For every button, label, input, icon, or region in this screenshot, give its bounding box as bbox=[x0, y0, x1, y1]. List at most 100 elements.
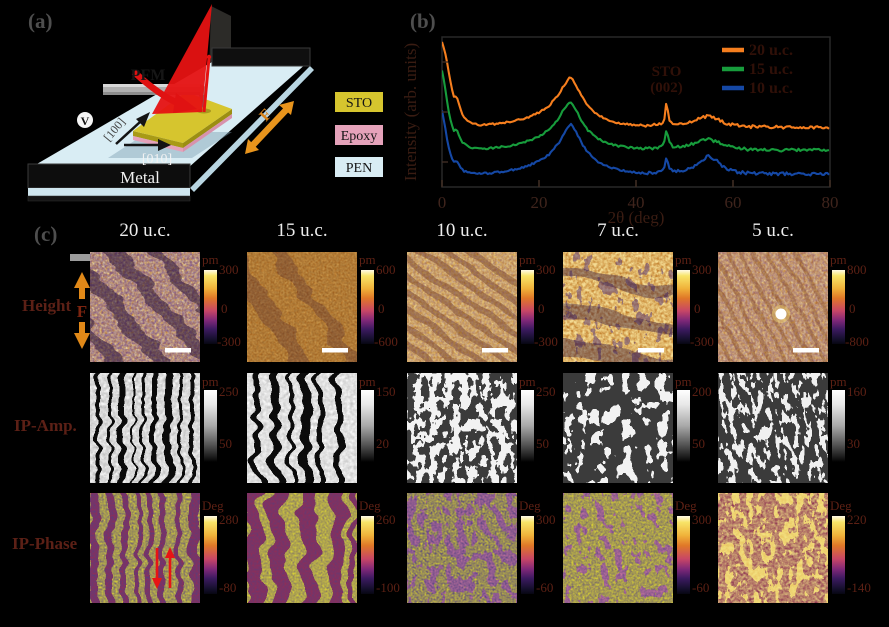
colorbar-max: 250 bbox=[219, 384, 239, 399]
ip-amp-map-20u.c. bbox=[90, 373, 200, 483]
sto-film bbox=[133, 92, 232, 143]
scale-bar bbox=[322, 348, 348, 353]
panel-c-label: (c) bbox=[34, 222, 58, 246]
chart-legend: 20 u.c. 15 u.c. 10 u.c. bbox=[722, 42, 793, 97]
colorbar-unit: Deg bbox=[519, 498, 541, 513]
colorbar-min: -100 bbox=[376, 580, 400, 595]
colorbar-min: 50 bbox=[219, 436, 232, 451]
plot-frame bbox=[441, 36, 831, 188]
epoxy-layer-right bbox=[183, 114, 232, 152]
colorbar-max: 150 bbox=[376, 384, 396, 399]
colorbar-unit: Deg bbox=[359, 498, 381, 513]
ip-amp-map-10u.c. bbox=[407, 373, 517, 483]
laser-dot bbox=[206, 54, 212, 60]
svg-text:0: 0 bbox=[438, 193, 447, 212]
svg-text:15 u.c.: 15 u.c. bbox=[749, 61, 793, 78]
strain-direction-arrows: F bbox=[74, 272, 90, 349]
axis-100-arrowhead bbox=[136, 112, 150, 127]
colorbar-max: 260 bbox=[376, 512, 396, 527]
colorbar-unit: Deg bbox=[830, 498, 852, 513]
column-header-20uc: 20 u.c. bbox=[119, 220, 171, 241]
colorbar-min: -80 bbox=[219, 580, 237, 595]
colorbar-max: 300 bbox=[219, 262, 239, 277]
scale-bar bbox=[165, 348, 191, 353]
ip-phase-map-15u.c. bbox=[247, 493, 357, 603]
row-label-ip-phase: IP-Phase bbox=[12, 534, 78, 553]
colorbar-unit: pm bbox=[359, 374, 376, 389]
colorbar-unit: pm bbox=[675, 252, 692, 267]
colorbar-unit: pm bbox=[202, 374, 219, 389]
voltage-source-icon bbox=[77, 112, 93, 128]
legend-label-epoxy: Epoxy bbox=[341, 129, 378, 144]
colorbar-min: -600 bbox=[374, 334, 398, 349]
colorbar-min: -140 bbox=[847, 580, 871, 595]
laser-reflected-beam bbox=[202, 57, 211, 113]
colorbar-min: 50 bbox=[692, 436, 705, 451]
colorbar-mid: 0 bbox=[538, 301, 545, 316]
colorbar-mid: 0 bbox=[849, 301, 856, 316]
colorbar-unit: pm bbox=[359, 252, 376, 267]
height-map-15u.c. bbox=[247, 252, 357, 362]
colorbar-mid: 0 bbox=[694, 301, 701, 316]
colorbar-max: 300 bbox=[536, 262, 556, 277]
colorbar-unit: pm bbox=[675, 374, 692, 389]
colorbar-max: 300 bbox=[536, 512, 556, 527]
legend-swatch-pen bbox=[335, 157, 383, 177]
scale-marker-bar bbox=[70, 254, 106, 261]
colorbar-max: 160 bbox=[847, 384, 867, 399]
column-header-7uc: 7 u.c. bbox=[597, 220, 639, 241]
sto-edge-right bbox=[183, 109, 232, 148]
colorbar-max: 250 bbox=[536, 384, 556, 399]
colorbar-min: -300 bbox=[217, 334, 241, 349]
colorbar-ip-phase bbox=[521, 516, 534, 594]
colorbar-ip-amp bbox=[521, 390, 534, 462]
colorbar-max: 200 bbox=[692, 384, 712, 399]
axis-010-arrowhead bbox=[158, 139, 171, 151]
legend-label-sto: STO bbox=[346, 96, 372, 111]
svg-text:60: 60 bbox=[725, 193, 742, 212]
colorbar-unit: Deg bbox=[202, 498, 224, 513]
colorbar-unit: pm bbox=[519, 252, 536, 267]
ip-amp-map-7u.c. bbox=[563, 373, 673, 483]
row-label-ip-amp: IP-Amp. bbox=[14, 416, 77, 435]
device-schematic: (a) [100] [010] bbox=[27, 4, 383, 202]
pen-edge bbox=[190, 66, 314, 192]
colorbar-mid: 0 bbox=[221, 301, 228, 316]
sto-peak-annotation: STO bbox=[652, 64, 682, 80]
colorbar-min: 20 bbox=[376, 436, 389, 451]
colorbar-min: -300 bbox=[534, 334, 558, 349]
colorbar-min: -60 bbox=[536, 580, 554, 595]
metal-bottom-face bbox=[27, 195, 191, 202]
ip-phase-map-5u.c. bbox=[718, 493, 828, 603]
svg-text:40: 40 bbox=[628, 193, 645, 212]
sto-peak-annotation-sub: (002) bbox=[650, 80, 683, 96]
legend-label-pen: PEN bbox=[346, 161, 372, 176]
colorbar-ip-phase bbox=[677, 516, 690, 594]
colorbar-min: -60 bbox=[692, 580, 710, 595]
svg-text:80: 80 bbox=[822, 193, 839, 212]
colorbar-height bbox=[521, 270, 534, 344]
strain-down-shaft bbox=[79, 322, 85, 333]
colorbar-unit: pm bbox=[830, 374, 847, 389]
height-map-20u.c. bbox=[90, 252, 200, 362]
deflection-arrowhead bbox=[173, 93, 197, 113]
ip-amp-map-15u.c. bbox=[247, 373, 357, 483]
ip-amp-map-5u.c. bbox=[718, 373, 828, 483]
colorbar-unit: pm bbox=[519, 374, 536, 389]
colorbar-height bbox=[204, 270, 217, 344]
panel-a-label: (a) bbox=[28, 9, 53, 33]
xrd-curves bbox=[442, 41, 830, 177]
axis-100-arrow bbox=[115, 121, 141, 145]
strain-arrowhead-top bbox=[279, 101, 294, 115]
column-header-15uc: 15 u.c. bbox=[276, 220, 328, 241]
svg-text:20 u.c.: 20 u.c. bbox=[749, 42, 793, 59]
colorbar-ip-amp bbox=[204, 390, 217, 462]
panel-b-label: (b) bbox=[410, 9, 436, 33]
colorbar-unit: pm bbox=[202, 252, 219, 267]
colorbar-min: -300 bbox=[690, 334, 714, 349]
colorbar-max: 300 bbox=[692, 262, 712, 277]
colorbar-min: -800 bbox=[845, 334, 869, 349]
x-axis-title: 2θ (deg) bbox=[608, 208, 665, 227]
pen-front-face bbox=[28, 188, 190, 196]
y-axis-title: Intensity (arb. units) bbox=[401, 43, 420, 181]
